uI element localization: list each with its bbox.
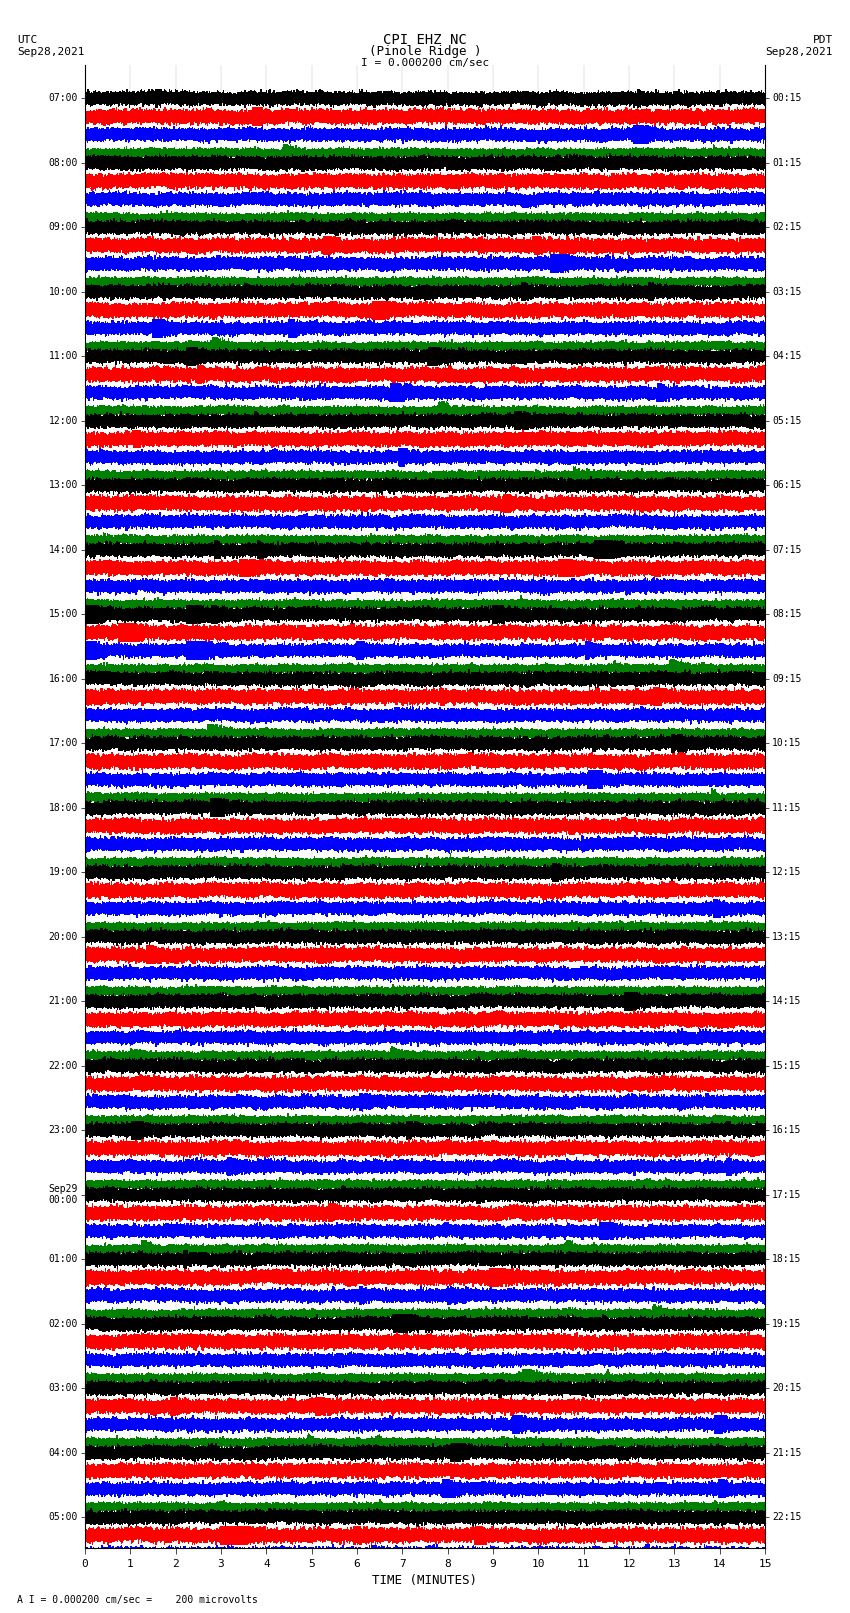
X-axis label: TIME (MINUTES): TIME (MINUTES) xyxy=(372,1574,478,1587)
Text: Sep28,2021: Sep28,2021 xyxy=(17,47,84,56)
Text: I = 0.000200 cm/sec: I = 0.000200 cm/sec xyxy=(361,58,489,68)
Text: PDT: PDT xyxy=(813,35,833,45)
Text: CPI EHZ NC: CPI EHZ NC xyxy=(383,34,467,47)
Text: (Pinole Ridge ): (Pinole Ridge ) xyxy=(369,45,481,58)
Text: UTC: UTC xyxy=(17,35,37,45)
Text: Sep28,2021: Sep28,2021 xyxy=(766,47,833,56)
Text: A I = 0.000200 cm/sec =    200 microvolts: A I = 0.000200 cm/sec = 200 microvolts xyxy=(17,1595,258,1605)
